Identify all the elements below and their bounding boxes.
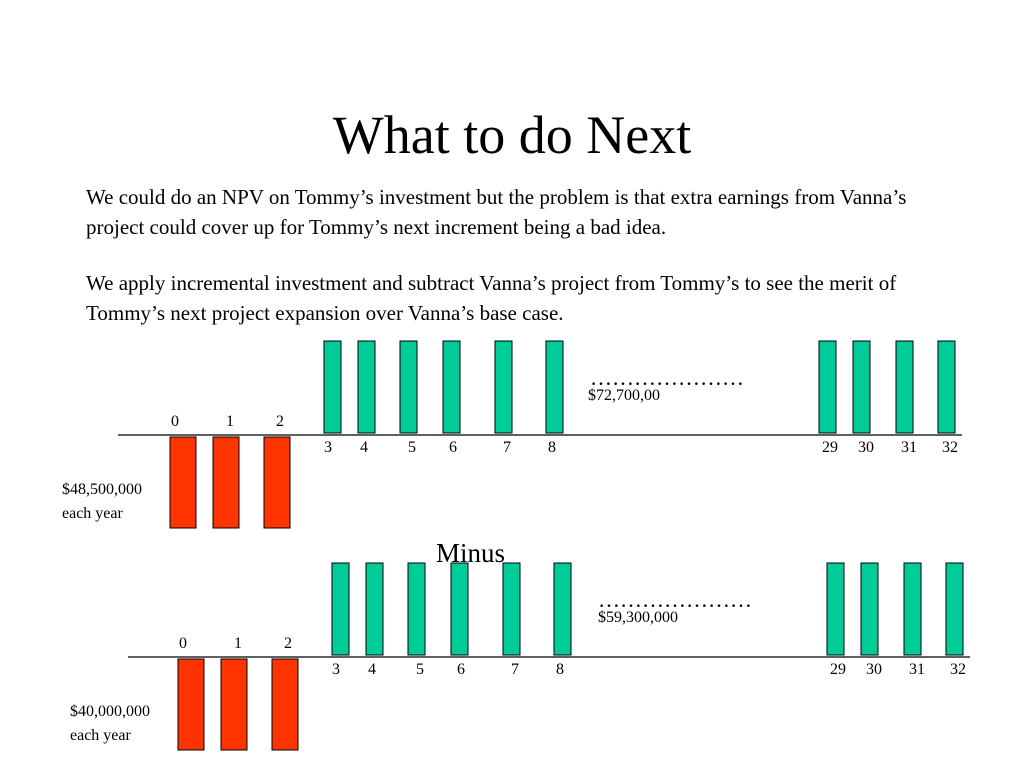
diagram-2-inflow-bar-5	[407, 562, 426, 656]
diagram-2-period-label-3: 3	[332, 661, 340, 678]
diagram-1-outflow-bar-1	[212, 436, 240, 529]
diagram-2-inflow-bar-32	[945, 562, 964, 656]
diagram-1-inflow-bar-32	[937, 340, 956, 434]
diagram-2-period-label-8: 8	[556, 661, 564, 678]
diagram-1-inflow-bar-4	[357, 340, 376, 434]
paragraph-incremental-investment: We apply incremental investment and subt…	[86, 271, 897, 325]
diagram-2-period-label-32: 32	[950, 661, 966, 678]
diagram-2-inflow-bar-8	[553, 562, 572, 656]
diagram-1-period-label-6: 6	[449, 439, 457, 456]
diagram-2-inflow-amount-label: $59,300,000	[598, 609, 678, 626]
diagram-2-period-label-6: 6	[457, 661, 465, 678]
diagram-1-inflow-bar-31	[895, 340, 914, 434]
diagram-2-period-label-7: 7	[511, 661, 519, 678]
diagram-1-period-label-1: 1	[226, 413, 234, 430]
diagram-1-inflow-bar-30	[852, 340, 871, 434]
diagram-2-outflow-frequency-label: each year	[70, 727, 132, 744]
diagram-1-inflow-bar-7	[494, 340, 513, 434]
diagram-1-inflow-bar-3	[323, 340, 342, 434]
diagram-1-period-label-30: 30	[858, 439, 874, 456]
diagram-2-ellipsis: …………………	[598, 587, 752, 612]
diagram-1-period-label-2: 2	[276, 413, 284, 430]
diagram-2-period-label-2: 2	[284, 635, 292, 652]
diagram-1-outflow-bar-2	[263, 436, 291, 529]
diagram-2-outflow-bar-2	[271, 658, 299, 751]
minus-label: Minus	[436, 538, 506, 568]
diagram-1-period-label-29: 29	[822, 439, 838, 456]
diagram-2-period-label-0: 0	[179, 635, 187, 652]
diagram-1-period-label-7: 7	[503, 439, 511, 456]
diagram-2-inflow-bar-3	[331, 562, 350, 656]
diagram-1-ellipsis: …………………	[590, 365, 744, 390]
diagram-2-outflow-bar-0	[177, 658, 205, 751]
diagram-2-inflow-bar-30	[860, 562, 879, 656]
diagram-2-inflow-bar-31	[903, 562, 922, 656]
diagram-1-outflow-frequency-label: each year	[62, 505, 124, 522]
diagram-2-inflow-bar-4	[365, 562, 384, 656]
diagram-2-inflow-bar-6	[450, 562, 469, 656]
diagram-1-period-label-8: 8	[548, 439, 556, 456]
diagram-1-inflow-amount-label: $72,700,00	[588, 387, 660, 404]
diagram-2-period-label-31: 31	[909, 661, 925, 678]
diagram-1-period-label-4: 4	[360, 439, 368, 456]
diagram-1-inflow-bar-8	[545, 340, 564, 434]
diagram-2-outflow-amount-label: $40,000,000	[70, 703, 150, 720]
diagram-1-period-label-5: 5	[408, 439, 416, 456]
diagram-2-outflow-bar-1	[220, 658, 248, 751]
diagram-1-outflow-bar-0	[169, 436, 197, 529]
diagram-1-period-label-32: 32	[942, 439, 958, 456]
paragraph-npv-problem: We could do an NPV on Tommy’s investment…	[86, 185, 907, 239]
diagram-2-inflow-bar-7	[502, 562, 521, 656]
diagram-2-period-label-1: 1	[234, 635, 242, 652]
diagram-1-inflow-bar-6	[442, 340, 461, 434]
diagram-2-period-label-29: 29	[830, 661, 846, 678]
diagram-1-period-label-31: 31	[901, 439, 917, 456]
diagram-2-period-label-5: 5	[416, 661, 424, 678]
diagram-2-period-label-4: 4	[368, 661, 376, 678]
diagram-2-inflow-bar-29	[826, 562, 845, 656]
diagram-1-inflow-bar-5	[399, 340, 418, 434]
diagram-2-period-label-30: 30	[866, 661, 882, 678]
diagram-1-outflow-amount-label: $48,500,000	[62, 481, 142, 498]
diagram-1-inflow-bar-29	[818, 340, 837, 434]
diagram-1-period-label-0: 0	[171, 413, 179, 430]
diagram-1-period-label-3: 3	[324, 439, 332, 456]
slide-title: What to do Next	[332, 105, 692, 165]
